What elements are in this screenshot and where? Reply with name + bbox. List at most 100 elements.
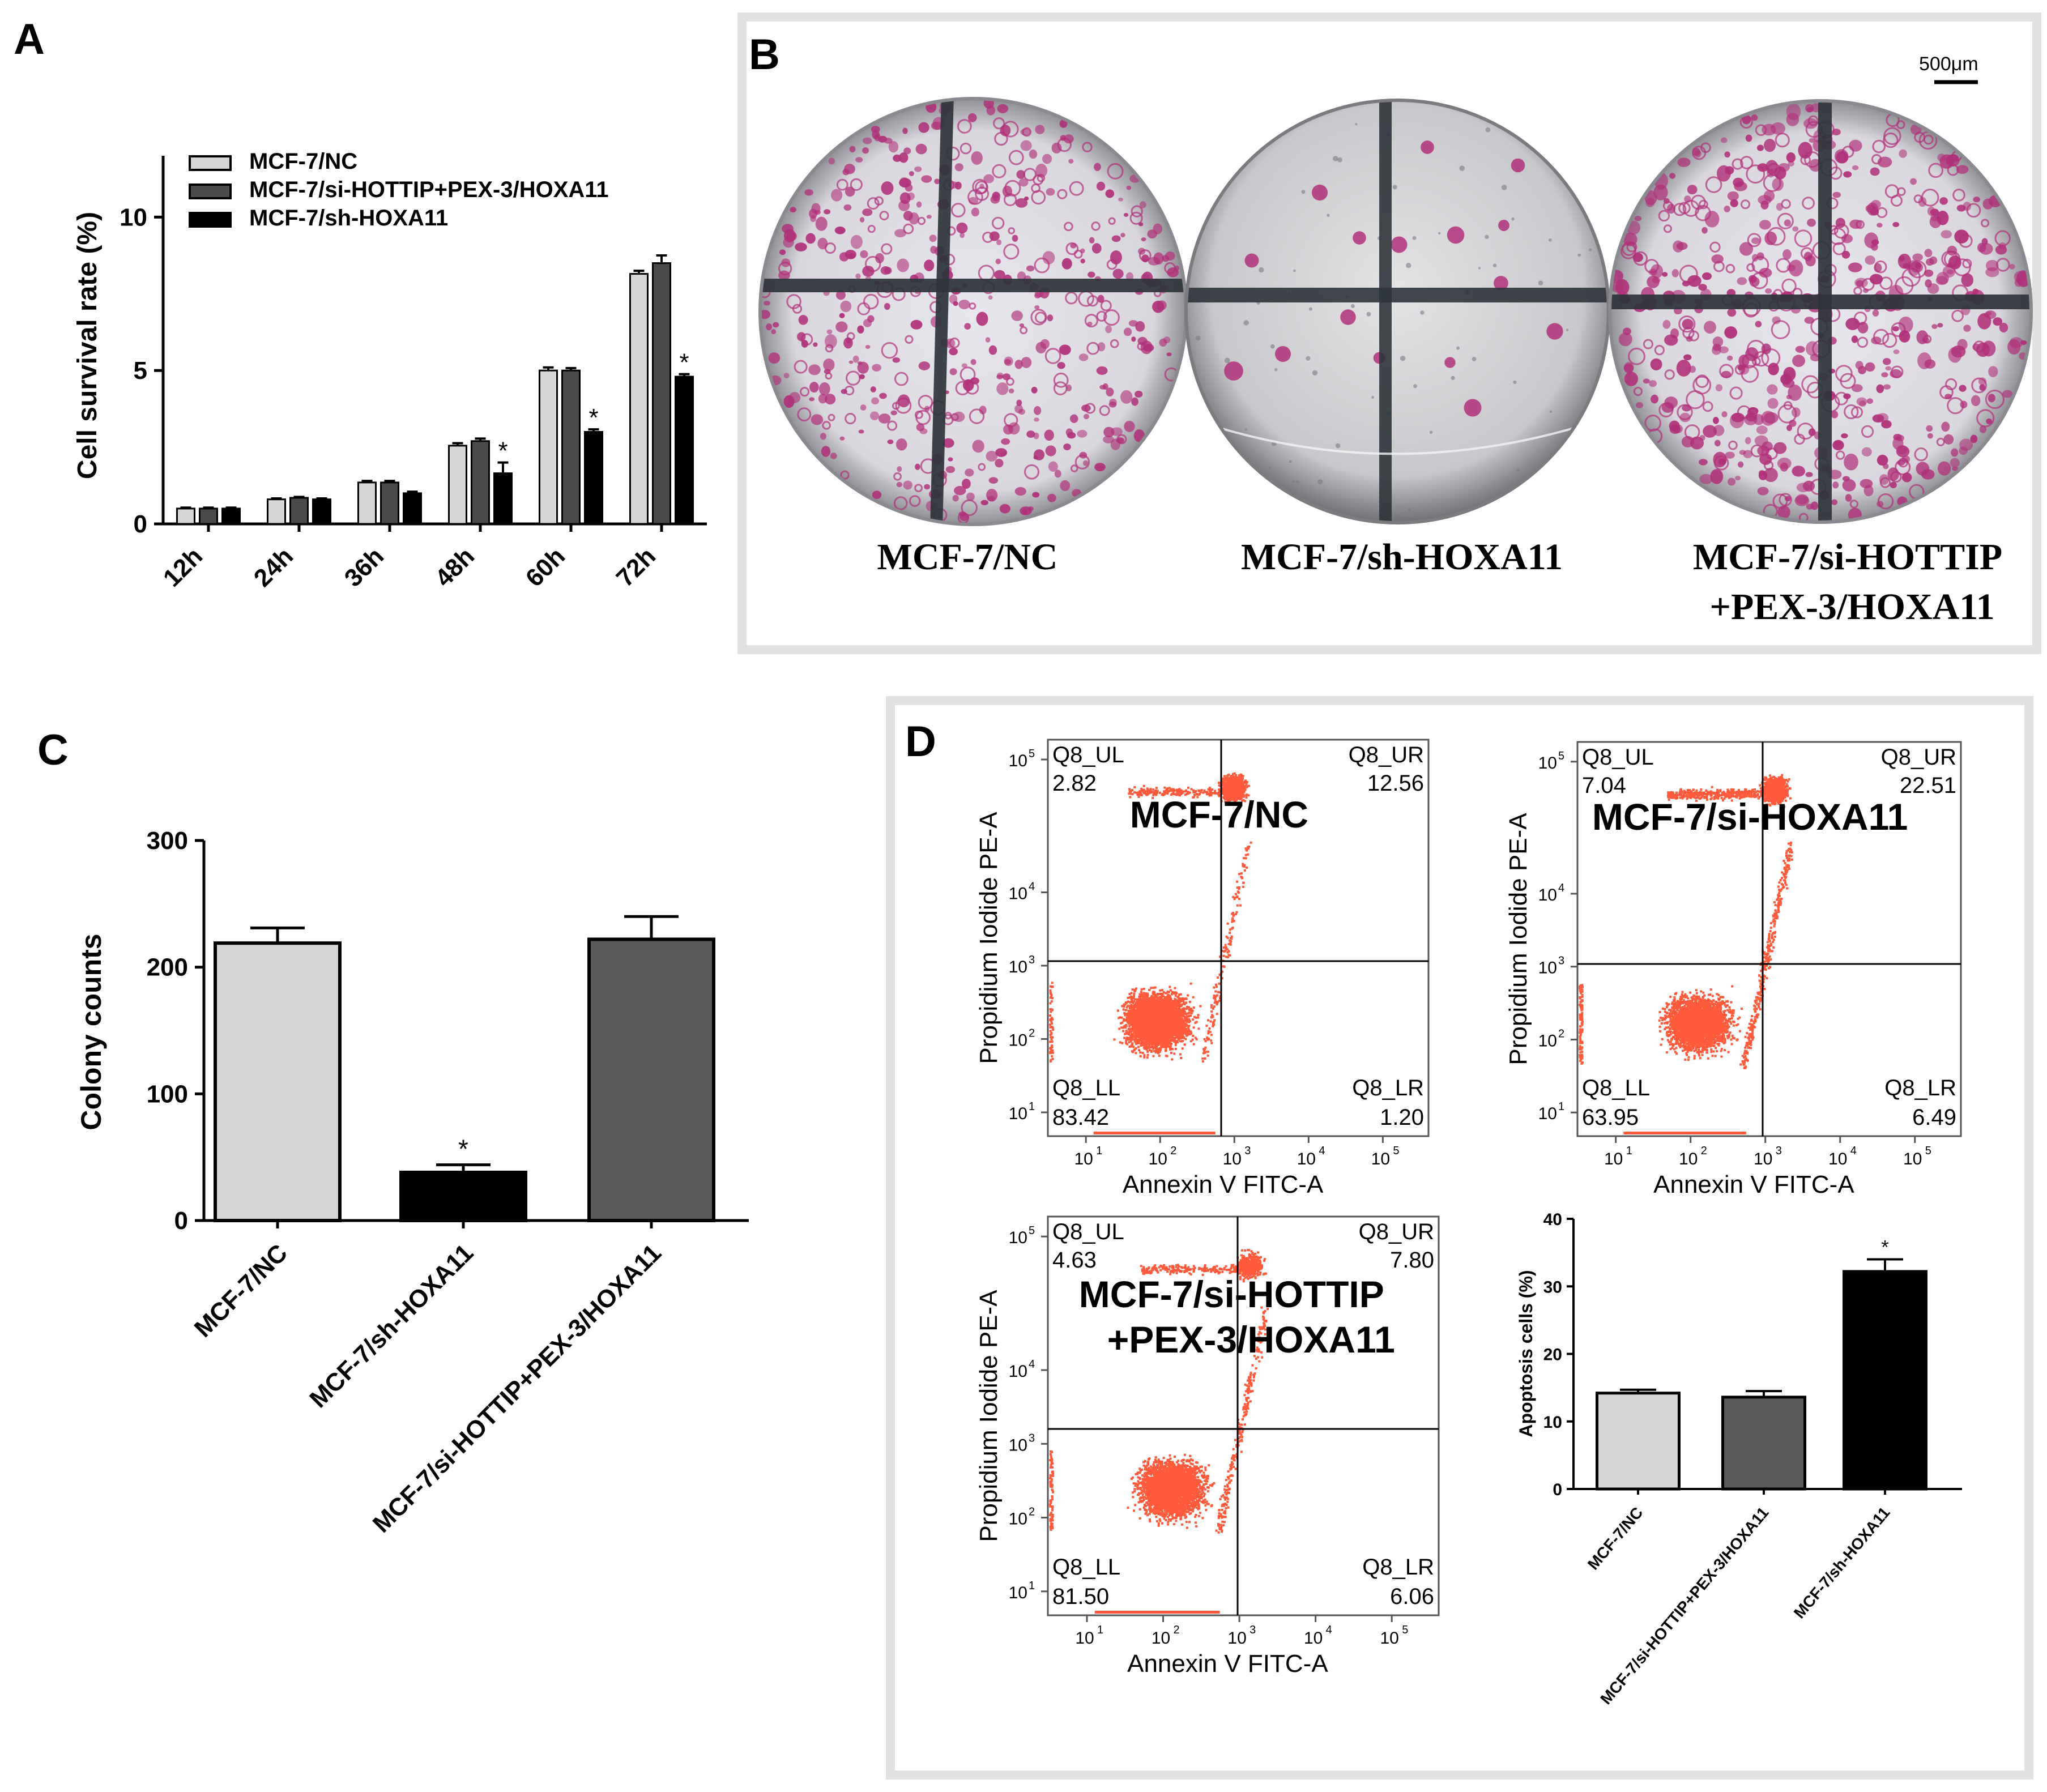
- debris: [1420, 310, 1425, 315]
- colony: [895, 397, 912, 414]
- colony: [1849, 219, 1862, 229]
- colony: [1952, 466, 1959, 471]
- colony: [824, 369, 831, 374]
- colony: [783, 395, 795, 408]
- colony: [1709, 241, 1721, 253]
- dot: [1131, 1042, 1133, 1045]
- colony: [1746, 164, 1765, 184]
- colony: [915, 143, 927, 155]
- dot: [1125, 1040, 1128, 1043]
- colony: [918, 122, 929, 133]
- debris: [1270, 344, 1275, 349]
- colony: [1729, 386, 1743, 400]
- colony: [1082, 460, 1089, 466]
- debris: [1456, 346, 1460, 350]
- colony: [992, 164, 1007, 178]
- colony: [1784, 219, 1792, 227]
- colony: [1772, 316, 1781, 325]
- colony: [1682, 327, 1695, 339]
- dot-cloud: [1049, 772, 1252, 1134]
- colony: [1941, 421, 1950, 432]
- colony: [1650, 358, 1662, 370]
- significance-marker: *: [498, 437, 508, 465]
- dot: [1128, 993, 1131, 996]
- colony: [1128, 320, 1138, 327]
- bar: [493, 472, 513, 525]
- bar: [587, 937, 715, 1222]
- dot: [1128, 1017, 1131, 1019]
- colony: [1664, 396, 1678, 409]
- dot: [1187, 1027, 1190, 1030]
- colony: [871, 126, 880, 133]
- colony: [1669, 424, 1681, 434]
- dot: [1197, 1014, 1200, 1017]
- dot: [1131, 1013, 1134, 1016]
- dot: [1167, 1045, 1170, 1048]
- colony: [1004, 356, 1013, 366]
- dot: [1118, 1017, 1120, 1019]
- colony: [1887, 467, 1899, 481]
- debris: [1538, 280, 1543, 285]
- dot: [1129, 1036, 1132, 1039]
- colony: [1985, 389, 2005, 409]
- colony: [993, 270, 1005, 280]
- colony: [1780, 373, 1792, 385]
- colony: [1107, 163, 1124, 180]
- colony: [1713, 417, 1719, 424]
- colony: [988, 345, 997, 355]
- colony: [1788, 384, 1802, 401]
- dot: [1188, 1025, 1191, 1027]
- dot: [1152, 992, 1154, 995]
- colony: [1795, 345, 1805, 353]
- colony: [849, 146, 856, 153]
- colony: [896, 481, 902, 488]
- colony: [1692, 376, 1712, 395]
- x-tick-label: MCF-7/NC: [189, 1239, 293, 1342]
- colony: [1447, 226, 1465, 244]
- colony: [1060, 135, 1067, 141]
- colony: [1877, 454, 1888, 466]
- colony: [1956, 165, 1969, 174]
- panel-d-frame: [886, 696, 2033, 1780]
- colony: [867, 197, 880, 210]
- dot: [1171, 1058, 1174, 1061]
- colony: [1123, 212, 1129, 217]
- dot: [1162, 1042, 1165, 1044]
- y-tick-label: 0: [174, 1207, 188, 1235]
- dot: [1133, 995, 1136, 997]
- colony: [1925, 279, 1932, 288]
- colony: [1124, 421, 1135, 432]
- colony: [897, 466, 902, 472]
- colony: [1831, 411, 1839, 419]
- colony: [811, 414, 824, 425]
- colony-plate-nc: [758, 97, 1188, 526]
- colony: [967, 113, 977, 122]
- colony: [1959, 385, 1967, 392]
- debris: [1392, 185, 1397, 190]
- colony: [1620, 243, 1636, 259]
- colony: [813, 342, 818, 347]
- colony: [1643, 378, 1650, 384]
- colony: [1081, 404, 1091, 412]
- colony: [855, 273, 861, 279]
- dot: [1146, 1051, 1149, 1053]
- dot: [1153, 993, 1156, 996]
- colony: [1910, 178, 1917, 185]
- colony: [1724, 151, 1730, 158]
- colony: [821, 446, 831, 457]
- colony: [795, 242, 807, 251]
- colony: [1882, 332, 1897, 348]
- debris: [1351, 304, 1355, 308]
- dot: [1122, 1008, 1125, 1011]
- colony: [1727, 191, 1739, 201]
- debris: [1549, 410, 1553, 413]
- colony: [1737, 461, 1744, 468]
- colony: [1728, 477, 1736, 486]
- colony: [965, 468, 974, 477]
- colony: [1759, 220, 1771, 230]
- colony: [1068, 159, 1074, 164]
- colony: [895, 438, 907, 451]
- debris: [1308, 307, 1313, 311]
- panel-b: B 500μm: [737, 12, 2041, 654]
- colony: [1718, 346, 1729, 353]
